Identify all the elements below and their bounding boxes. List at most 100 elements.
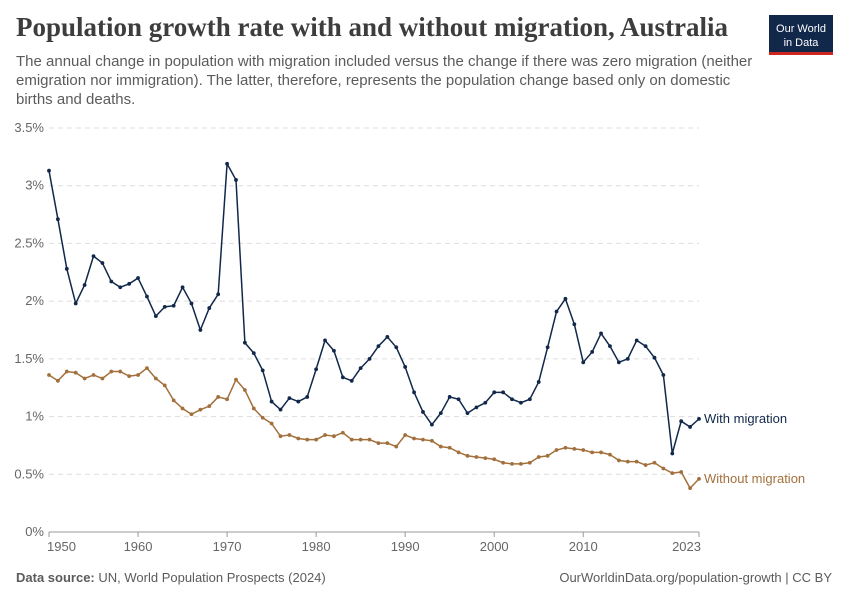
- data-point[interactable]: [652, 460, 657, 465]
- data-point[interactable]: [527, 460, 532, 465]
- data-point[interactable]: [260, 415, 265, 420]
- series-with-migration[interactable]: [47, 161, 701, 456]
- data-point[interactable]: [216, 292, 221, 297]
- data-point[interactable]: [162, 383, 167, 388]
- data-point[interactable]: [367, 437, 372, 442]
- data-point[interactable]: [429, 438, 434, 443]
- data-point[interactable]: [349, 378, 354, 383]
- data-point[interactable]: [661, 466, 666, 471]
- data-point[interactable]: [599, 450, 603, 455]
- series-without-migration[interactable]: [47, 366, 701, 491]
- data-point[interactable]: [136, 276, 140, 280]
- data-point[interactable]: [643, 344, 648, 349]
- data-point[interactable]: [349, 437, 354, 442]
- data-point[interactable]: [189, 301, 194, 306]
- data-point[interactable]: [109, 369, 114, 374]
- data-point[interactable]: [661, 373, 666, 377]
- data-point[interactable]: [82, 283, 87, 287]
- data-point[interactable]: [447, 445, 452, 450]
- data-point[interactable]: [118, 285, 123, 290]
- data-point[interactable]: [56, 378, 60, 383]
- data-point[interactable]: [323, 338, 327, 343]
- data-point[interactable]: [465, 411, 470, 416]
- data-point[interactable]: [198, 328, 203, 332]
- data-point[interactable]: [616, 360, 621, 365]
- data-point[interactable]: [64, 266, 69, 271]
- data-point[interactable]: [616, 458, 621, 463]
- data-point[interactable]: [100, 261, 105, 265]
- data-point[interactable]: [394, 345, 399, 350]
- data-point[interactable]: [225, 161, 229, 166]
- data-point[interactable]: [652, 355, 657, 360]
- data-point[interactable]: [581, 448, 586, 452]
- data-point[interactable]: [73, 301, 78, 306]
- data-point[interactable]: [474, 455, 479, 459]
- data-point[interactable]: [127, 374, 132, 379]
- data-point[interactable]: [314, 367, 319, 372]
- data-point[interactable]: [323, 433, 327, 437]
- data-point[interactable]: [234, 178, 238, 182]
- data-point[interactable]: [563, 296, 568, 301]
- data-point[interactable]: [501, 460, 506, 465]
- data-point[interactable]: [269, 421, 274, 426]
- data-point[interactable]: [47, 168, 51, 173]
- data-point[interactable]: [91, 373, 96, 377]
- data-point[interactable]: [670, 471, 675, 476]
- data-point[interactable]: [412, 436, 416, 441]
- data-point[interactable]: [679, 419, 684, 424]
- data-point[interactable]: [305, 395, 310, 399]
- data-point[interactable]: [536, 455, 541, 459]
- data-point[interactable]: [296, 399, 301, 404]
- data-point[interactable]: [162, 305, 167, 309]
- data-point[interactable]: [501, 390, 506, 395]
- data-point[interactable]: [643, 463, 648, 467]
- data-point[interactable]: [198, 407, 203, 412]
- data-point[interactable]: [287, 396, 292, 400]
- data-point[interactable]: [554, 309, 559, 314]
- data-point[interactable]: [287, 433, 292, 437]
- data-point[interactable]: [554, 448, 559, 452]
- data-point[interactable]: [207, 404, 212, 409]
- data-point[interactable]: [483, 456, 488, 461]
- data-point[interactable]: [180, 285, 185, 290]
- data-point[interactable]: [136, 373, 140, 377]
- data-point[interactable]: [225, 397, 229, 402]
- data-point[interactable]: [82, 376, 87, 381]
- data-point[interactable]: [483, 400, 488, 405]
- data-point[interactable]: [625, 356, 630, 361]
- data-point[interactable]: [421, 437, 425, 442]
- data-point[interactable]: [171, 398, 176, 403]
- data-point[interactable]: [385, 441, 390, 446]
- data-point[interactable]: [180, 406, 185, 411]
- data-point[interactable]: [510, 397, 514, 402]
- data-point[interactable]: [572, 446, 577, 451]
- data-point[interactable]: [572, 322, 577, 327]
- data-point[interactable]: [545, 453, 550, 458]
- data-point[interactable]: [438, 411, 443, 416]
- data-point[interactable]: [527, 397, 532, 402]
- data-point[interactable]: [474, 405, 479, 410]
- data-point[interactable]: [296, 436, 301, 441]
- data-point[interactable]: [492, 457, 497, 462]
- data-point[interactable]: [340, 375, 345, 380]
- data-point[interactable]: [670, 451, 675, 456]
- data-point[interactable]: [545, 345, 550, 350]
- data-point[interactable]: [332, 434, 336, 439]
- data-point[interactable]: [608, 452, 612, 457]
- data-point[interactable]: [536, 380, 541, 384]
- data-point[interactable]: [216, 395, 221, 399]
- data-point[interactable]: [492, 390, 497, 395]
- data-point[interactable]: [456, 450, 461, 455]
- data-point[interactable]: [340, 430, 345, 435]
- data-point[interactable]: [153, 376, 158, 381]
- data-point[interactable]: [510, 462, 514, 466]
- data-point[interactable]: [234, 377, 238, 382]
- data-point[interactable]: [251, 406, 256, 411]
- data-point[interactable]: [242, 388, 247, 392]
- data-point[interactable]: [634, 459, 639, 464]
- data-point[interactable]: [688, 486, 692, 491]
- data-point[interactable]: [438, 444, 443, 449]
- data-point[interactable]: [153, 314, 158, 319]
- data-point[interactable]: [64, 369, 69, 374]
- data-point[interactable]: [118, 369, 123, 374]
